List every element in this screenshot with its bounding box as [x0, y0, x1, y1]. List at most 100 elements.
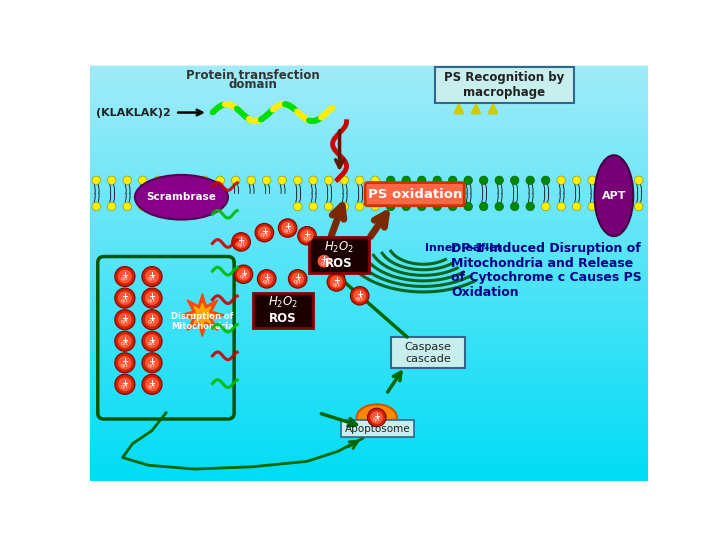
Circle shape: [200, 176, 209, 185]
Text: +: +: [320, 255, 328, 265]
Circle shape: [480, 202, 488, 211]
Circle shape: [418, 202, 426, 211]
Text: cyt: cyt: [148, 276, 156, 281]
Circle shape: [258, 227, 270, 238]
FancyBboxPatch shape: [309, 237, 369, 273]
Circle shape: [433, 176, 441, 185]
Circle shape: [114, 288, 135, 308]
Text: cyt: cyt: [121, 298, 129, 303]
Text: PS Recognition by
macrophage: PS Recognition by macrophage: [444, 71, 564, 99]
Text: +: +: [356, 290, 363, 299]
Text: +: +: [261, 227, 268, 236]
Text: PS oxidation: PS oxidation: [367, 188, 462, 201]
Circle shape: [216, 176, 225, 185]
Circle shape: [495, 202, 503, 211]
Circle shape: [119, 271, 131, 283]
Text: PS: PS: [352, 241, 370, 254]
Circle shape: [541, 176, 550, 185]
Circle shape: [145, 271, 158, 283]
Text: +: +: [148, 357, 156, 366]
Circle shape: [145, 335, 158, 347]
Text: +: +: [148, 271, 156, 280]
Circle shape: [154, 176, 163, 185]
Text: cyt: cyt: [121, 320, 129, 325]
Circle shape: [114, 267, 135, 287]
Circle shape: [119, 378, 131, 390]
Text: cyt: cyt: [148, 320, 156, 325]
Circle shape: [142, 374, 162, 394]
Circle shape: [330, 276, 342, 288]
Circle shape: [232, 233, 251, 251]
Circle shape: [142, 353, 162, 373]
Circle shape: [634, 202, 643, 211]
Circle shape: [309, 202, 318, 211]
Text: cyt: cyt: [261, 232, 268, 238]
Text: cyt: cyt: [240, 274, 247, 279]
Circle shape: [402, 176, 410, 185]
Circle shape: [557, 176, 565, 185]
Text: cyt: cyt: [148, 362, 156, 368]
Text: cyt: cyt: [148, 298, 156, 303]
Circle shape: [119, 356, 131, 369]
Circle shape: [107, 202, 116, 211]
Circle shape: [325, 202, 333, 211]
Circle shape: [495, 176, 503, 185]
Circle shape: [235, 236, 247, 248]
Circle shape: [356, 176, 364, 185]
Text: Mitochondria and Release: Mitochondria and Release: [451, 256, 634, 269]
Circle shape: [387, 176, 395, 185]
Text: cyt: cyt: [294, 279, 302, 284]
Text: +: +: [122, 293, 128, 301]
Text: Inner leaflet: Inner leaflet: [425, 243, 502, 253]
Circle shape: [107, 176, 116, 185]
Circle shape: [138, 176, 147, 185]
Circle shape: [119, 313, 131, 326]
Text: $H_2O_2$
ROS: $H_2O_2$ ROS: [268, 295, 298, 326]
Text: $H_2O_2$
ROS: $H_2O_2$ ROS: [324, 240, 354, 270]
Circle shape: [418, 176, 426, 185]
Text: +: +: [284, 222, 291, 231]
Circle shape: [261, 273, 272, 285]
Circle shape: [309, 176, 318, 185]
Text: +: +: [148, 335, 156, 345]
Circle shape: [238, 268, 249, 280]
Circle shape: [185, 176, 194, 185]
FancyBboxPatch shape: [391, 338, 465, 368]
Circle shape: [119, 292, 131, 305]
Circle shape: [356, 202, 364, 211]
Circle shape: [351, 287, 369, 305]
Circle shape: [294, 176, 302, 185]
Circle shape: [572, 176, 581, 185]
Circle shape: [297, 226, 316, 245]
Text: +: +: [122, 379, 128, 388]
Text: cyt: cyt: [121, 384, 129, 389]
Text: +: +: [264, 273, 270, 282]
Ellipse shape: [595, 156, 634, 236]
Circle shape: [367, 408, 386, 427]
Circle shape: [114, 353, 135, 373]
Circle shape: [371, 411, 382, 423]
Text: +: +: [122, 314, 128, 323]
Circle shape: [114, 331, 135, 351]
Text: Protein transfection: Protein transfection: [186, 69, 320, 82]
Circle shape: [142, 267, 162, 287]
Circle shape: [325, 176, 333, 185]
Circle shape: [557, 202, 565, 211]
Circle shape: [464, 176, 472, 185]
Text: +: +: [304, 230, 310, 239]
Circle shape: [289, 269, 307, 288]
Circle shape: [262, 176, 271, 185]
Circle shape: [588, 176, 596, 185]
Circle shape: [315, 252, 333, 271]
Circle shape: [119, 335, 131, 347]
Text: Caspase
cascade: Caspase cascade: [405, 342, 451, 363]
Circle shape: [92, 202, 101, 211]
Text: cyt: cyt: [284, 228, 292, 233]
Text: +: +: [122, 335, 128, 345]
Text: +: +: [373, 412, 380, 421]
Circle shape: [292, 273, 303, 285]
Circle shape: [255, 224, 274, 242]
Text: of Cytochrome c Causes PS: of Cytochrome c Causes PS: [451, 271, 642, 284]
Circle shape: [169, 176, 178, 185]
Text: +: +: [148, 293, 156, 301]
